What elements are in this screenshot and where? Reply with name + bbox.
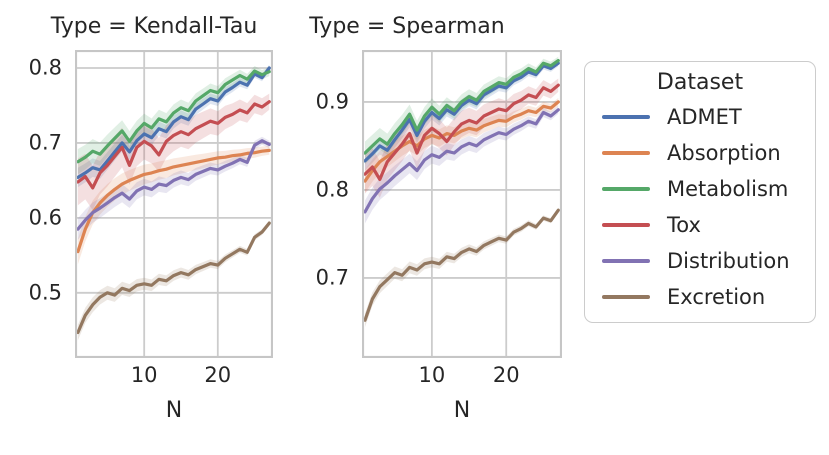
legend-line-icon <box>602 223 650 227</box>
y-tick-label: 0.6 <box>28 205 62 230</box>
legend-line-icon <box>602 295 650 299</box>
legend-items: ADMET Absorption Metabolism Tox Distribution… <box>593 99 807 315</box>
panel-title-spearman: Type = Spearman <box>309 14 505 39</box>
band-excretion <box>77 220 270 341</box>
legend: Dataset ADMET Absorption Metabolism Tox Dist… <box>584 61 816 323</box>
gridlines <box>362 50 562 358</box>
series-group <box>363 56 560 327</box>
line-absorption <box>76 148 271 254</box>
legend-label: ADMET <box>667 105 742 129</box>
x-axis-label: N <box>453 398 471 423</box>
line-tox <box>76 100 271 190</box>
legend-line-icon <box>602 151 650 155</box>
legend-label: Tox <box>667 213 701 237</box>
spearman-plot <box>362 50 562 358</box>
y-tick-label: 0.8 <box>315 177 349 202</box>
band-tox <box>77 93 270 211</box>
y-tick-label: 0.9 <box>315 89 349 114</box>
x-tick-label: 20 <box>492 363 520 387</box>
x-tick-label: 20 <box>204 363 232 387</box>
legend-item-tox: Tox <box>593 207 807 243</box>
y-tick-label: 0.7 <box>28 130 62 155</box>
band-excretion <box>365 207 559 327</box>
band-admet <box>365 60 559 170</box>
panel-title-kendall-tau: Type = Kendall-Tau <box>50 14 258 39</box>
panel-spearman: Type = Spearman 0.7 0.8 0.9 10 20 N <box>309 14 562 423</box>
band-absorption <box>365 98 559 193</box>
legend-label: Distribution <box>667 249 790 273</box>
legend-item-distribution: Distribution <box>593 243 807 279</box>
y-tick-label: 0.7 <box>315 265 349 290</box>
line-tox <box>363 83 560 181</box>
legend-line-icon <box>602 115 650 119</box>
legend-title: Dataset <box>656 70 744 95</box>
legend-item-excretion: Excretion <box>593 279 807 315</box>
line-admet <box>363 61 560 163</box>
panel-kendall-tau: Type = Kendall-Tau 0.5 0.6 0.7 0.8 10 20 N <box>29 14 273 423</box>
x-tick-label: 10 <box>418 363 446 387</box>
legend-item-metabolism: Metabolism <box>593 171 807 207</box>
legend-line-icon <box>602 187 650 191</box>
line-metabolism <box>363 59 560 155</box>
line-distribution <box>76 139 271 231</box>
y-tick-label: 0.8 <box>28 55 62 80</box>
legend-line-icon <box>602 259 650 263</box>
legend-item-absorption: Absorption <box>593 135 807 171</box>
band-absorption <box>77 146 270 265</box>
x-tick-label: 10 <box>130 363 158 387</box>
kendall-tau-plot <box>75 50 273 358</box>
line-excretion <box>76 221 271 335</box>
band-distribution <box>365 105 559 224</box>
axes-border <box>75 50 273 358</box>
line-metabolism <box>76 69 271 164</box>
line-distribution <box>363 108 560 214</box>
legend-item-admet: ADMET <box>593 99 807 135</box>
line-admet <box>76 66 271 179</box>
legend-label: Metabolism <box>667 177 789 201</box>
y-tick-label: 0.5 <box>28 280 62 305</box>
x-axis-label: N <box>165 398 183 423</box>
axes-border <box>362 50 562 358</box>
series-group <box>76 64 271 341</box>
line-excretion <box>363 208 560 322</box>
legend-label: Excretion <box>667 285 766 309</box>
legend-label: Absorption <box>667 141 781 165</box>
